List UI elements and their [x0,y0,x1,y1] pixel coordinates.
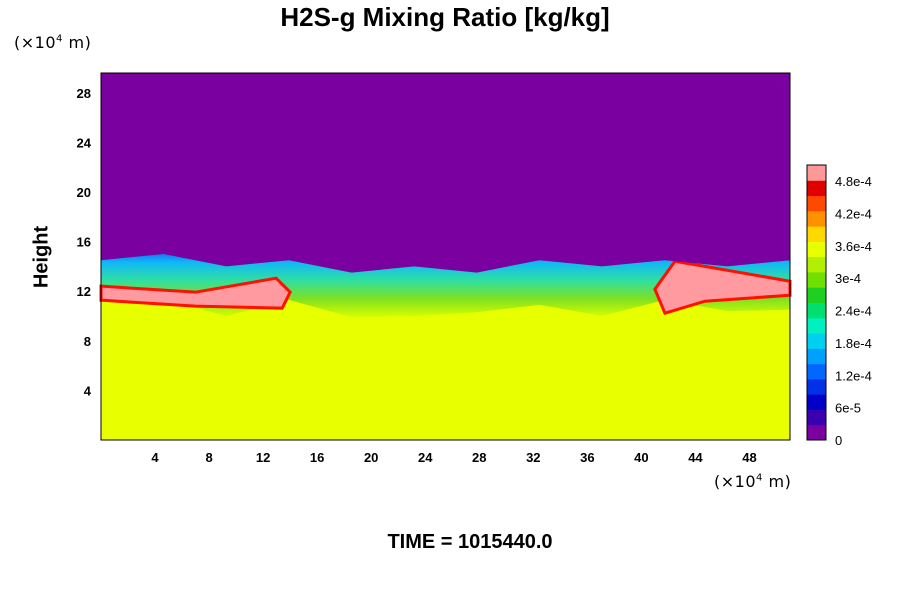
colorbar-tick-label: 0 [835,433,842,448]
colorbar-swatch [807,424,826,441]
colorbar-swatch [807,317,826,334]
colorbar-swatch [807,287,826,303]
y-tick-label: 24 [77,135,92,150]
colorbar-tick-label: 1.8e-4 [835,336,872,351]
colorbar-swatch [807,378,826,395]
colorbar-tick-label: 3e-4 [835,271,861,286]
colorbar-swatch [807,348,826,365]
x-tick-label: 32 [526,450,540,465]
x-tick-label: 36 [580,450,594,465]
colorbar-swatch [807,195,826,212]
x-tick-label: 44 [688,450,703,465]
x-tick-label: 24 [418,450,433,465]
y-axis-unit-label: (×104 m) [14,33,92,52]
upper-region [101,73,790,273]
colorbar-swatch [807,394,826,410]
x-tick-label: 28 [472,450,486,465]
colorbar-tick-label: 6e-5 [835,401,861,416]
y-tick-label: 12 [77,284,91,299]
x-tick-label: 20 [364,450,378,465]
high-concentration-band [99,276,292,310]
x-tick-label: 4 [151,450,159,465]
x-tick-label: 8 [205,450,212,465]
colorbar-tick-label: 2.4e-4 [835,304,872,319]
colorbar-swatch [807,271,826,288]
colorbar-swatch [807,165,826,181]
colorbar-swatch [807,180,826,197]
colorbar-swatch [807,363,826,380]
colorbar-tick-label: 1.2e-4 [835,368,872,383]
y-tick-label: 8 [84,334,91,349]
chart-title: H2S-g Mixing Ratio [kg/kg] [280,2,610,32]
plot-frame [100,72,791,441]
colorbar: 0 6e-5 1.2e-4 1.8e-4 2.4e-4 3e-4 3.6e-4 4.2e-4 4… [806,164,872,448]
x-tick-label: 16 [310,450,324,465]
x-tick-label: 48 [742,450,756,465]
y-tick-label: 16 [77,235,91,250]
colorbar-swatch [807,226,826,242]
colorbar-swatch [807,210,826,227]
plot-area [99,73,792,440]
colorbar-tick-label: 4.2e-4 [835,207,872,222]
time-label: TIME = 1015440.0 [387,531,553,553]
y-tick-label: 20 [77,185,91,200]
x-tick-label: 40 [634,450,648,465]
colorbar-tick-label: 4.8e-4 [835,174,872,189]
x-axis-unit-label: (×104 m) [714,472,792,491]
colorbar-swatch [807,333,826,349]
y-tick-label: 4 [84,383,92,398]
x-tick-label: 12 [256,450,270,465]
colorbar-tick-label: 3.6e-4 [835,239,872,254]
colorbar-swatch [807,302,826,319]
colorbar-frame [806,164,827,441]
colorbar-swatch [807,241,826,258]
colorbar-swatch [807,256,826,273]
colorbar-swatch [807,409,826,426]
y-tick-label: 28 [77,86,91,101]
